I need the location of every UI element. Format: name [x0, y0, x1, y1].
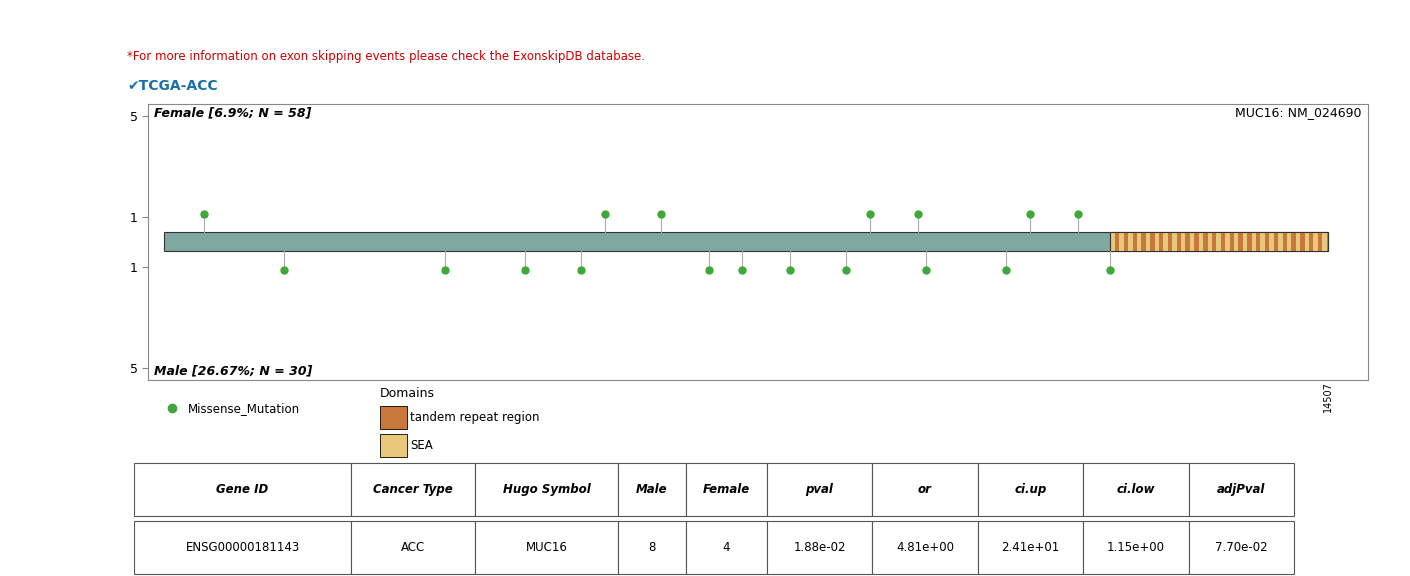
Text: SEA: SEA	[410, 439, 433, 452]
Text: Gene ID: Gene ID	[216, 483, 269, 496]
Bar	[1155, 232, 1159, 252]
Bar	[1120, 232, 1124, 252]
Bar	[1111, 232, 1328, 252]
Bar	[351, 521, 475, 574]
Text: ACC: ACC	[400, 541, 426, 554]
Bar	[1189, 521, 1294, 574]
Bar	[1269, 232, 1273, 252]
Bar	[1234, 232, 1238, 252]
Text: 4: 4	[723, 541, 730, 554]
Text: Female: Female	[702, 483, 750, 496]
Bar	[873, 521, 977, 574]
Bar	[475, 521, 618, 574]
Bar	[767, 463, 873, 516]
Bar	[379, 406, 406, 429]
Bar	[475, 463, 618, 516]
Text: ENSG00000181143: ENSG00000181143	[185, 541, 300, 554]
Bar	[164, 232, 1328, 252]
Text: or: or	[918, 483, 932, 496]
Text: pval: pval	[805, 483, 833, 496]
Bar	[687, 521, 767, 574]
Text: Hugo Symbol: Hugo Symbol	[502, 483, 591, 496]
Bar	[379, 434, 406, 457]
Text: 8: 8	[649, 541, 656, 554]
Bar	[1146, 232, 1151, 252]
Bar	[1287, 232, 1292, 252]
Bar	[1304, 232, 1308, 252]
Bar	[618, 463, 687, 516]
Bar	[1163, 232, 1167, 252]
Bar	[1111, 232, 1328, 252]
Text: MUC16: NM_024690: MUC16: NM_024690	[1235, 107, 1362, 119]
Text: ci.low: ci.low	[1117, 483, 1155, 496]
Text: 2.41e+01: 2.41e+01	[1001, 541, 1059, 554]
Text: Male [26.67%; N = 30]: Male [26.67%; N = 30]	[154, 365, 313, 377]
Bar	[1172, 232, 1177, 252]
Text: 1.88e-02: 1.88e-02	[794, 541, 846, 554]
Bar	[1190, 232, 1194, 252]
Bar	[1128, 232, 1132, 252]
Bar	[687, 463, 767, 516]
Bar	[977, 521, 1083, 574]
Bar	[873, 463, 977, 516]
Bar	[1296, 232, 1300, 252]
Text: *For more information on exon skipping events please check the ExonskipDB databa: *For more information on exon skipping e…	[127, 50, 644, 63]
Bar	[134, 521, 351, 574]
Text: Male: Male	[636, 483, 668, 496]
Bar	[1182, 232, 1186, 252]
Bar	[1083, 521, 1189, 574]
Bar	[1198, 232, 1203, 252]
Bar	[1313, 232, 1318, 252]
Bar	[767, 521, 873, 574]
Text: ci.up: ci.up	[1014, 483, 1046, 496]
Text: Missense_Mutation: Missense_Mutation	[189, 402, 300, 415]
Bar	[1252, 232, 1256, 252]
Bar	[134, 463, 351, 516]
Bar	[1323, 232, 1327, 252]
Text: Domains: Domains	[379, 386, 434, 400]
Text: 1.15e+00: 1.15e+00	[1107, 541, 1165, 554]
Text: Female [6.9%; N = 58]: Female [6.9%; N = 58]	[154, 107, 312, 119]
Bar	[351, 463, 475, 516]
Bar	[1136, 232, 1141, 252]
Bar	[618, 521, 687, 574]
Bar	[1261, 232, 1265, 252]
Bar	[1207, 232, 1213, 252]
Bar	[1277, 232, 1283, 252]
Bar	[1083, 463, 1189, 516]
Bar	[977, 463, 1083, 516]
Bar	[1225, 232, 1230, 252]
Bar	[1189, 463, 1294, 516]
Bar	[1217, 232, 1221, 252]
Text: tandem repeat region: tandem repeat region	[410, 411, 540, 424]
Text: MUC16: MUC16	[526, 541, 567, 554]
Text: ✔TCGA-ACC: ✔TCGA-ACC	[127, 79, 217, 93]
Text: adjPval: adjPval	[1217, 483, 1266, 496]
Text: 7.70e-02: 7.70e-02	[1215, 541, 1268, 554]
Text: 4.81e+00: 4.81e+00	[895, 541, 955, 554]
Text: Sex-biased somatic mutation for MUC16: Sex-biased somatic mutation for MUC16	[516, 10, 894, 28]
Bar	[1111, 232, 1115, 252]
Bar	[1242, 232, 1248, 252]
Text: Cancer Type: Cancer Type	[374, 483, 453, 496]
